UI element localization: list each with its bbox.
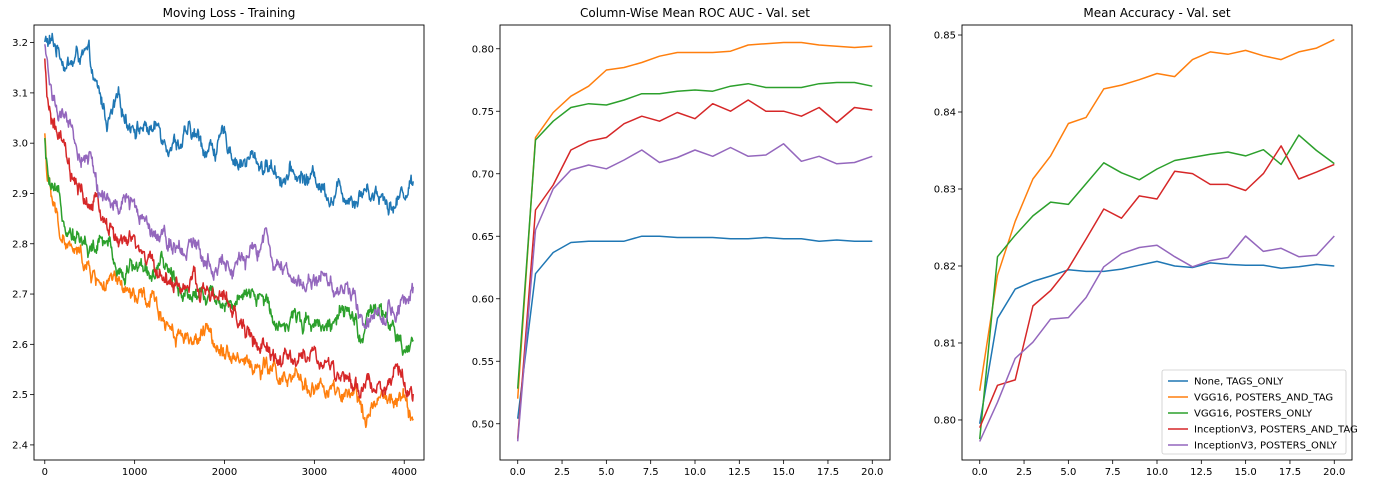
- roc-auc-series-green: [516, 81, 873, 389]
- training-loss-y-tick-label: 2.7: [12, 290, 28, 301]
- training-loss-y-tick-label: 3.1: [12, 88, 28, 99]
- accuracy-y-tick-label: 0.84: [934, 108, 956, 119]
- accuracy-y-tick-label: 0.80: [934, 415, 956, 426]
- training-loss-y-tick-label: 3.2: [12, 38, 28, 49]
- roc-auc-y-tick-label: 0.60: [472, 294, 494, 305]
- training-loss-series-purple: [44, 44, 414, 330]
- accuracy-title: Mean Accuracy - Val. set: [1083, 6, 1230, 20]
- accuracy-series-none-tags-only: [978, 260, 1335, 424]
- accuracy-x-tick-label: 10.0: [1146, 467, 1168, 478]
- roc-auc-y-tick-label: 0.50: [472, 419, 494, 430]
- accuracy-series-inceptionv3-posters-and-tag: [979, 145, 1335, 428]
- accuracy-series-vgg16-posters-only: [978, 134, 1335, 440]
- roc-auc-y-tick-label: 0.65: [472, 232, 494, 243]
- accuracy-y-tick-label: 0.82: [934, 261, 956, 272]
- training-loss-x-tick-label: 3000: [302, 467, 327, 478]
- training-loss-y-tick-label: 2.6: [12, 340, 28, 351]
- training-loss-chart: Moving Loss - Training 0 1000 2000 3000 4000 2…: [12, 6, 425, 478]
- roc-auc-x-tick-label: 5.0: [598, 467, 614, 478]
- accuracy-y-tick-label: 0.85: [934, 31, 956, 42]
- training-loss-series-orange: [44, 133, 414, 429]
- roc-auc-series-red: [516, 99, 873, 439]
- accuracy-x-tick-label: 15.0: [1235, 467, 1257, 478]
- training-loss-y-tick-label: 3.0: [12, 139, 28, 150]
- roc-auc-x-tick-label: 20.0: [861, 467, 883, 478]
- training-loss-y-tick-label: 2.5: [12, 390, 28, 401]
- accuracy-x-tick-label: 7.5: [1105, 467, 1121, 478]
- training-loss-y-tick-label: 2.9: [12, 189, 28, 200]
- legend-label: VGG16, POSTERS_ONLY: [1194, 409, 1313, 420]
- roc-auc-x-tick-label: 10.0: [684, 467, 706, 478]
- accuracy-x-tick-label: 5.0: [1060, 467, 1076, 478]
- roc-auc-x-tick-label: 0.0: [510, 467, 526, 478]
- training-loss-y-tick-label: 2.4: [12, 440, 28, 451]
- accuracy-x-tick-label: 0.0: [972, 467, 988, 478]
- accuracy-x-tick-label: 17.5: [1279, 467, 1301, 478]
- training-loss-series-green: [44, 138, 414, 356]
- accuracy-chart: Mean Accuracy - Val. set 0.0 2.5 5.0 7.5 10.0…: [934, 6, 1358, 478]
- accuracy-y-tick-label: 0.83: [934, 184, 956, 195]
- accuracy-x-tick-label: 2.5: [1016, 467, 1032, 478]
- training-loss-axes-frame: [33, 24, 425, 461]
- accuracy-series-inceptionv3-posters-only: [979, 235, 1335, 442]
- training-loss-x-tick-label: 2000: [212, 467, 237, 478]
- roc-auc-series-purple: [516, 143, 873, 442]
- legend-label: None, TAGS_ONLY: [1194, 377, 1284, 388]
- training-loss-x-tick-label: 4000: [392, 467, 417, 478]
- accuracy-y-tick-label: 0.81: [934, 338, 956, 349]
- roc-auc-y-tick-label: 0.55: [472, 357, 494, 368]
- legend-label: InceptionV3, POSTERS_ONLY: [1194, 441, 1338, 452]
- roc-auc-chart: Column-Wise Mean ROC AUC - Val. set 0.0 2.…: [472, 6, 891, 478]
- roc-auc-title: Column-Wise Mean ROC AUC - Val. set: [580, 6, 810, 20]
- legend-label: VGG16, POSTERS_AND_TAG: [1194, 393, 1333, 404]
- training-loss-y-tick-label: 2.8: [12, 239, 28, 250]
- roc-auc-y-tick-label: 0.75: [472, 107, 494, 118]
- roc-auc-x-tick-label: 17.5: [817, 467, 839, 478]
- training-loss-x-tick-label: 0: [42, 467, 48, 478]
- roc-auc-x-tick-label: 2.5: [554, 467, 570, 478]
- roc-auc-y-tick-label: 0.80: [472, 44, 494, 55]
- training-loss-series-red: [44, 58, 414, 402]
- accuracy-x-tick-label: 20.0: [1323, 467, 1345, 478]
- training-loss-x-tick-label: 1000: [122, 467, 147, 478]
- legend: None, TAGS_ONLY VGG16, POSTERS_AND_TAG VGG…: [1161, 369, 1358, 455]
- accuracy-x-tick-label: 12.5: [1190, 467, 1212, 478]
- roc-auc-x-tick-label: 15.0: [773, 467, 795, 478]
- roc-auc-series-blue: [516, 235, 873, 419]
- training-loss-title: Moving Loss - Training: [163, 6, 296, 20]
- roc-auc-x-tick-label: 12.5: [728, 467, 750, 478]
- roc-auc-y-tick-label: 0.70: [472, 169, 494, 180]
- legend-box: [1161, 369, 1347, 455]
- training-loss-series-blue: [44, 32, 414, 216]
- legend-label: InceptionV3, POSTERS_AND_TAG: [1194, 425, 1358, 436]
- roc-auc-x-tick-label: 7.5: [643, 467, 659, 478]
- roc-auc-series-orange: [516, 41, 873, 399]
- accuracy-series-vgg16-posters-and-tag: [978, 38, 1335, 391]
